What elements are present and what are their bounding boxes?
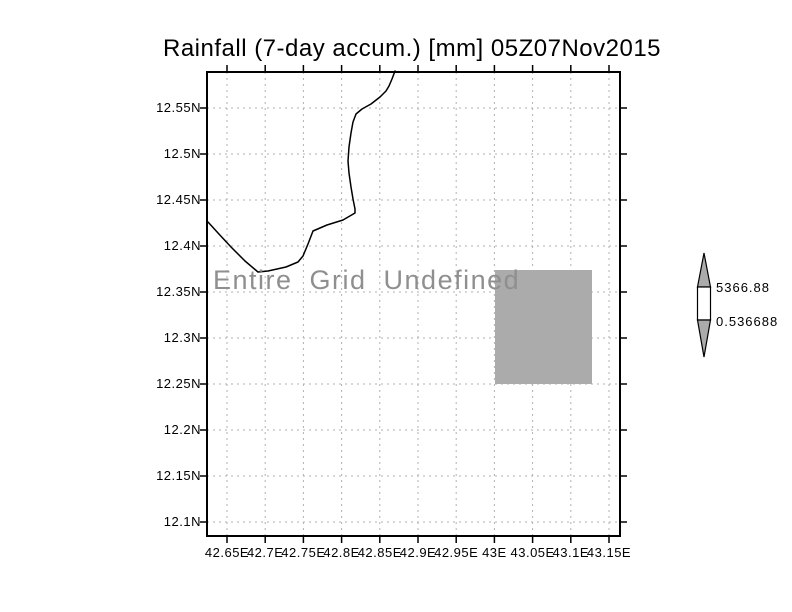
coastline (207, 70, 396, 273)
lat-tick-label: 12.45N (156, 192, 201, 207)
map-frame (206, 71, 621, 537)
lon-tick-label: 42.65E (204, 545, 250, 560)
lat-tick-label: 12.4N (163, 238, 201, 253)
lat-tick-label: 12.35N (156, 284, 201, 299)
lon-tick-label: 42.7E (246, 545, 284, 560)
plot-title: Rainfall (7-day accum.) [mm] 05Z07Nov201… (162, 35, 662, 62)
axis-ticks (200, 65, 627, 543)
lon-tick-label: 42.8E (323, 545, 360, 560)
lon-tick-label: 42.75E (281, 545, 326, 560)
lon-tick-label: 42.9E (399, 545, 437, 560)
colorbar (696, 252, 712, 358)
colorbar-upper-arrow (696, 252, 712, 288)
undefined-grid-message: Entire Grid Undefined (213, 265, 521, 295)
lon-tick-label: 43.15E (586, 545, 632, 560)
lat-tick-label: 12.15N (156, 468, 201, 483)
lat-tick-label: 12.3N (163, 330, 201, 345)
lon-tick-label: 43E (482, 545, 507, 560)
lon-tick-label: 42.95E (434, 545, 479, 560)
colorbar-max-label: 5366.88 (716, 280, 770, 295)
lon-tick-label: 42.85E (357, 545, 402, 560)
colorbar-min-label: 0.536688 (716, 314, 779, 329)
lat-tick-label: 12.25N (156, 376, 201, 391)
lat-tick-label: 12.55N (156, 100, 201, 115)
lat-tick-label: 12.2N (163, 422, 201, 437)
lat-tick-label: 12.5N (163, 146, 201, 161)
lon-tick-label: 43.05E (510, 545, 555, 560)
colorbar-lower-arrow (696, 319, 712, 358)
colorbar-range-box (696, 286, 712, 321)
undefined-data-cell (495, 270, 592, 384)
lon-tick-label: 43.1E (552, 545, 590, 560)
lat-tick-label: 12.1N (163, 514, 201, 529)
